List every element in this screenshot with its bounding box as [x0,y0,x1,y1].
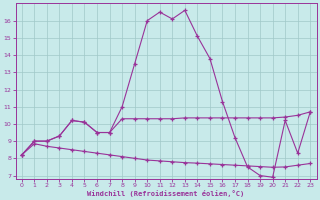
X-axis label: Windchill (Refroidissement éolien,°C): Windchill (Refroidissement éolien,°C) [87,190,245,197]
